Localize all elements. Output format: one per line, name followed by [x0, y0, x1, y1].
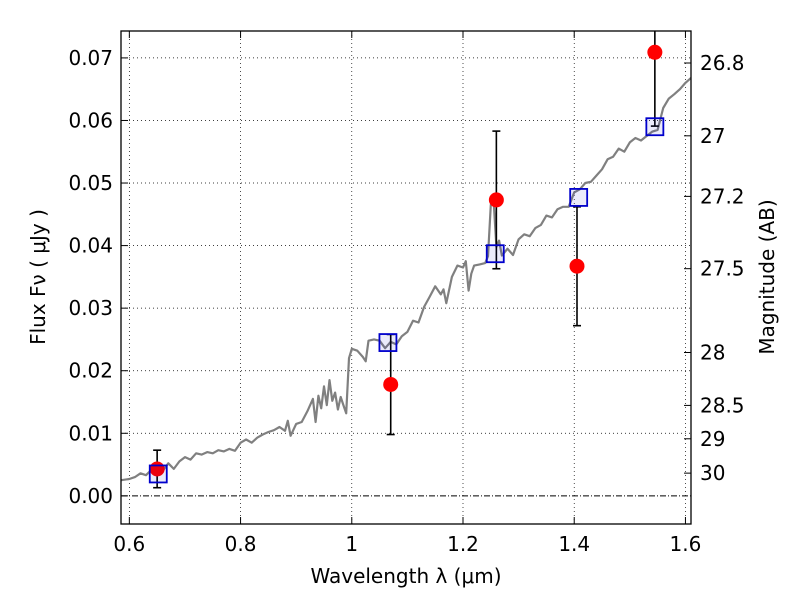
y2-tick-label: 30 [700, 461, 725, 485]
y2-tick-label: 29 [700, 427, 725, 451]
y-tick-label: 0.01 [68, 421, 113, 445]
synthetic-flux-marker [645, 117, 665, 137]
y2-tick-label: 27.5 [700, 257, 745, 281]
y2-tick-label: 27 [700, 124, 725, 148]
y2-tick-label: 28.5 [700, 393, 745, 417]
y-tick-label: 0.07 [68, 46, 113, 70]
x-tick-label: 1.4 [558, 532, 590, 556]
y-axis-label: Flux Fν ( μJy ) [26, 209, 50, 345]
y2-axis-label: Magnitude (AB) [755, 199, 779, 354]
y-tick-label: 0.02 [68, 359, 113, 383]
plot-content [121, 31, 691, 489]
synthetic-flux-marker [569, 188, 589, 207]
x-tick-label: 0.8 [225, 532, 257, 556]
y-tick-label: 0.04 [68, 234, 113, 258]
synthetic-flux-marker [148, 464, 168, 484]
grid [121, 31, 691, 524]
synthetic-flux-marker [485, 244, 505, 264]
observed-flux-point [383, 376, 399, 392]
plot-area [121, 31, 691, 489]
model-spectrum-line [121, 77, 691, 482]
axis-ticks: 0.6 0.8 1 1.2 1.4 1.6 0.00 0.01 0.02 0.03 0.04 0.05… [68, 31, 745, 556]
y2-tick-label: 27.2 [700, 184, 745, 208]
observed-flux-point [488, 192, 504, 208]
y-tick-label: 0.03 [68, 296, 113, 320]
x-tick-label: 1.2 [447, 532, 479, 556]
y2-tick-label: 26.8 [700, 51, 745, 75]
x-tick-label: 0.6 [113, 532, 145, 556]
observed-flux-point [569, 258, 585, 274]
x-axis-label: Wavelength λ (μm) [310, 564, 501, 588]
y-tick-label: 0.06 [68, 108, 113, 132]
y-tick-label: 0.00 [68, 484, 113, 508]
x-tick-label: 1 [345, 532, 358, 556]
x-tick-label: 1.6 [670, 532, 702, 556]
observed-flux-point [647, 44, 663, 60]
y-tick-label: 0.05 [68, 171, 113, 195]
y2-tick-label: 28 [700, 341, 725, 365]
synthetic-flux-marker [378, 333, 398, 352]
plot-frame [120, 30, 692, 525]
